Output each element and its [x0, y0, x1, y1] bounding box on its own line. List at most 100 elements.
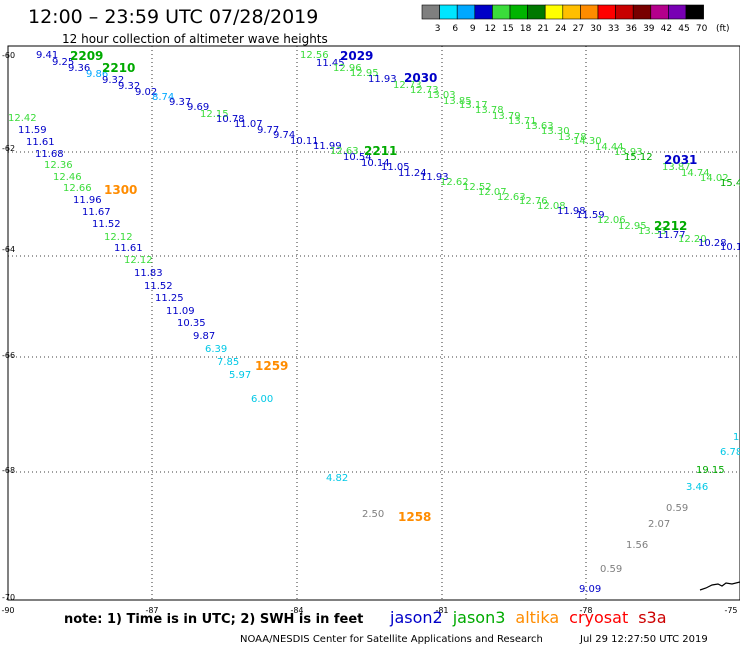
wave-height-label: 11.68	[35, 149, 64, 160]
wave-height-label: 13.85	[443, 96, 472, 107]
colorbar-swatch	[562, 4, 581, 20]
legend-entry-jason3: jason3	[452, 608, 506, 627]
coastline	[699, 581, 740, 591]
wave-height-label: 12.07	[478, 187, 507, 198]
wave-height-label: 13.87	[662, 162, 691, 173]
wave-height-label: 1.56	[626, 540, 648, 551]
wave-height-label: 15.4	[720, 178, 740, 189]
wave-height-label: 12.46	[53, 172, 82, 183]
plot-frame	[7, 45, 740, 601]
colorbar-tick-label: 12	[485, 24, 496, 34]
wave-height-label: 14.44	[595, 142, 624, 153]
wave-height-label: 11.98	[557, 206, 586, 217]
wave-height-label: 12.66	[63, 183, 92, 194]
colorbar-swatch	[439, 4, 458, 20]
wave-height-label: 11.93	[368, 74, 397, 85]
colorbar-swatch	[527, 4, 546, 20]
colorbar-swatch	[509, 4, 528, 20]
colorbar-swatch	[456, 4, 476, 20]
satellite-legend: jason2 jason3 altika cryosat s3a	[390, 608, 677, 627]
wave-height-label: 12.06	[597, 215, 626, 226]
wave-height-label: 12.42	[8, 113, 37, 124]
wave-height-label: 9.32	[102, 75, 124, 86]
wave-height-label: 13.17	[459, 100, 488, 111]
wave-height-label: 11.99	[313, 141, 342, 152]
wave-height-label: 13.30	[541, 126, 570, 137]
wave-height-label: 5.97	[229, 370, 251, 381]
wave-height-label: 7.85	[217, 357, 239, 368]
pass-time-label: 2031	[664, 153, 697, 167]
wave-height-label: 12.15	[200, 109, 229, 120]
wave-height-label: 13.93	[614, 147, 643, 158]
colorbar-tick-label: 24	[555, 24, 567, 34]
pass-time-label: 1300	[104, 183, 137, 197]
wave-height-label: 0.59	[666, 503, 688, 514]
legend-entry-altika: altika	[515, 608, 560, 627]
wave-height-label: 11.77	[657, 230, 686, 241]
wave-height-label: 12.52	[463, 182, 492, 193]
wave-height-label: 14.02	[700, 173, 729, 184]
wave-height-label: 11.93	[420, 172, 449, 183]
longitude-tick-label: -87	[145, 606, 158, 615]
wave-height-label: 13.63	[525, 121, 554, 132]
colorbar-swatch	[544, 4, 564, 20]
wave-height-label: 10.78	[216, 114, 245, 125]
page-title: 12:00 – 23:59 UTC 07/28/2019	[28, 6, 319, 28]
wave-height-label: 0.59	[600, 564, 622, 575]
colorbar-swatch	[492, 4, 511, 20]
wave-height-label: 10.11	[290, 136, 319, 147]
wave-height-label: 11.25	[155, 293, 184, 304]
pass-time-label: 2212	[654, 219, 687, 233]
wave-height-label: 14.30	[573, 136, 602, 147]
colorbar-tick-label: 21	[537, 24, 548, 34]
wave-height-label: 6.39	[205, 344, 227, 355]
wave-height-label: 10.14	[361, 158, 390, 169]
latitude-tick-label: -62	[2, 144, 15, 153]
colorbar-tick-label: 42	[661, 24, 672, 34]
wave-height-label: 9.86	[86, 69, 108, 80]
wave-height-label: 6.78	[720, 447, 740, 458]
wave-height-label: 11.61	[114, 243, 143, 254]
legend-entry-cryosat: cryosat	[569, 608, 629, 627]
wave-height-label: 9.87	[193, 331, 215, 342]
wave-height-label: 12.96	[333, 63, 362, 74]
wave-height-label: 11.83	[134, 268, 163, 279]
wave-height-label: 12.12	[124, 255, 153, 266]
credit-line: NOAA/NESDIS Center for Satellite Applica…	[240, 634, 543, 645]
pass-time-label: 1259	[255, 359, 288, 373]
latitude-tick-label: -70	[2, 593, 15, 602]
wave-height-label: 6.00	[251, 394, 273, 405]
wave-height-label: 8.74	[152, 92, 174, 103]
wave-height-label: 12.62	[440, 177, 469, 188]
wave-height-label: 12.95	[618, 221, 647, 232]
wave-height-label: 11.09	[166, 306, 195, 317]
wave-height-label: 11.52	[92, 219, 121, 230]
longitude-tick-label: -81	[435, 606, 448, 615]
colorbar-swatch	[421, 4, 440, 20]
colorbar-swatch	[632, 4, 652, 20]
wave-height-label: 3.46	[686, 482, 708, 493]
wave-height-label: 19.15	[696, 465, 725, 476]
wave-height-label: 13.78	[475, 105, 504, 116]
page-subtitle: 12 hour collection of altimeter wave hei…	[62, 32, 328, 46]
wave-height-label: 12.73	[410, 85, 439, 96]
colorbar-swatch	[474, 4, 493, 20]
longitude-tick-label: -84	[290, 606, 303, 615]
colorbar-tick-label: 30	[590, 24, 602, 34]
latitude-tick-label: -68	[2, 466, 15, 475]
wave-height-label: 9.36	[68, 63, 90, 74]
wave-height-label: 10.1	[720, 242, 740, 253]
colorbar-tick-label: 9	[470, 24, 476, 34]
pass-time-label: 2210	[102, 61, 135, 75]
wave-height-label: 12.73	[393, 80, 422, 91]
legend-entry-jason2: jason2	[390, 608, 443, 627]
colorbar-tick-label: 45	[678, 24, 689, 34]
colorbar-tick-label: 36	[625, 24, 637, 34]
colorbar-unit: (ft)	[716, 24, 730, 34]
pass-time-label: 2209	[70, 49, 103, 63]
wave-height-label: 11.07	[234, 119, 263, 130]
wave-height-label: 13.71	[508, 116, 537, 127]
colorbar-tick-label: 3	[435, 24, 441, 34]
longitude-tick-label: -78	[579, 606, 592, 615]
